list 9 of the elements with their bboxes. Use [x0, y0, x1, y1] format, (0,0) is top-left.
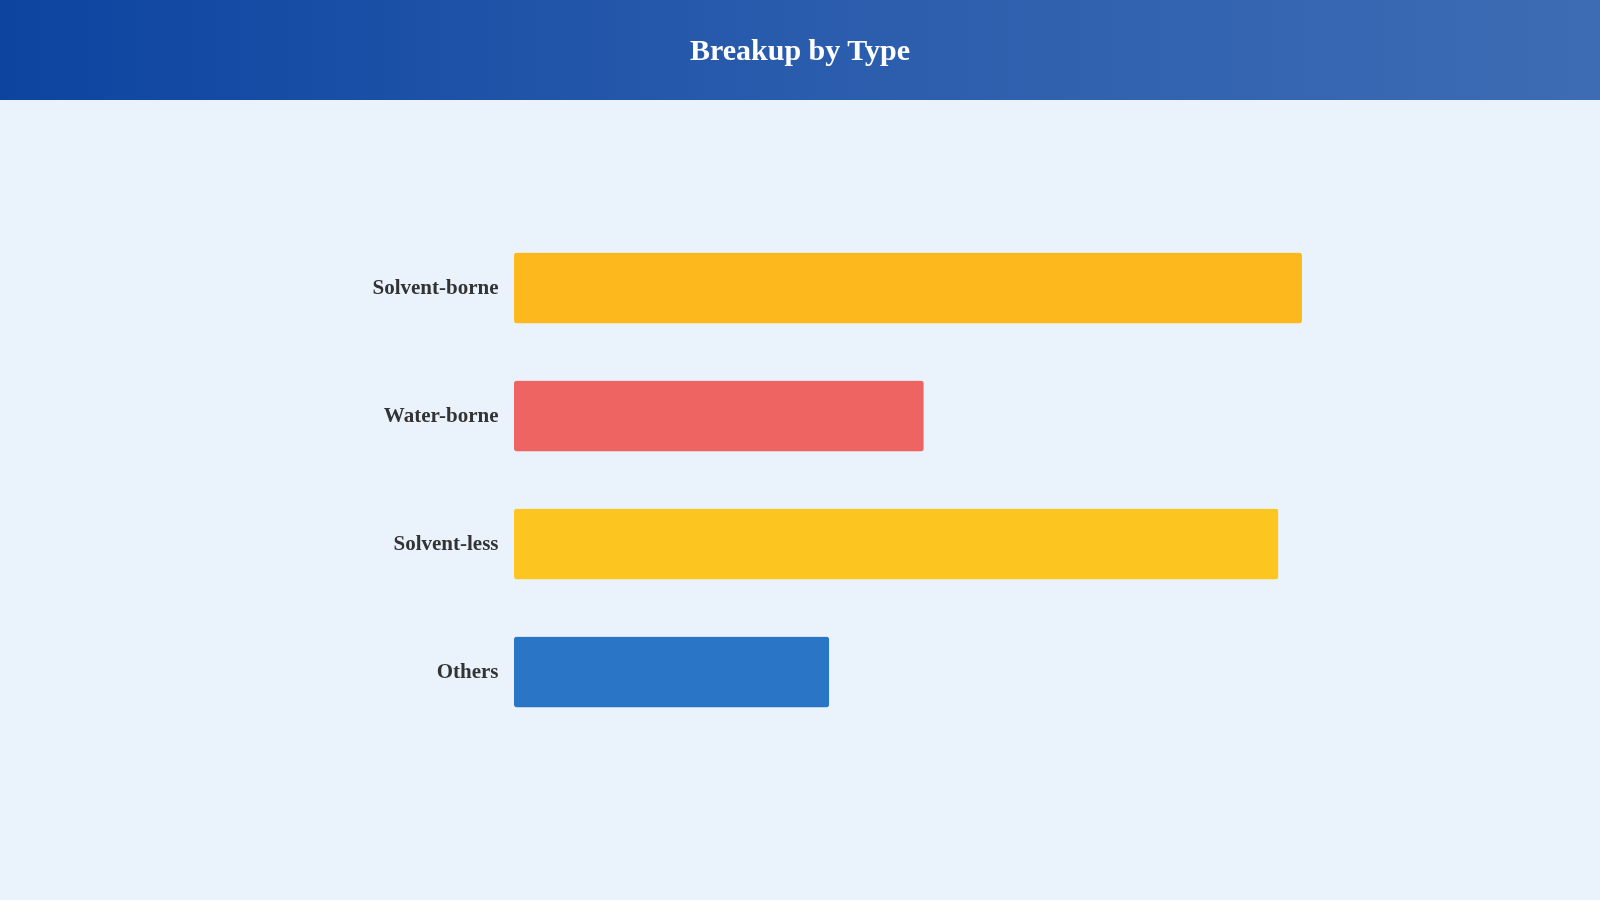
- chart-title: Breakup by Type: [689, 33, 911, 67]
- bar: [514, 252, 1302, 324]
- y-tick-label: Solvent-less: [393, 531, 499, 555]
- bar: [514, 380, 924, 452]
- y-tick-label: Water-borne: [383, 403, 499, 427]
- bar: [514, 508, 1279, 580]
- bar: [514, 636, 830, 708]
- y-tick-label: Solvent-borne: [372, 275, 499, 299]
- y-tick-label: Others: [436, 659, 499, 683]
